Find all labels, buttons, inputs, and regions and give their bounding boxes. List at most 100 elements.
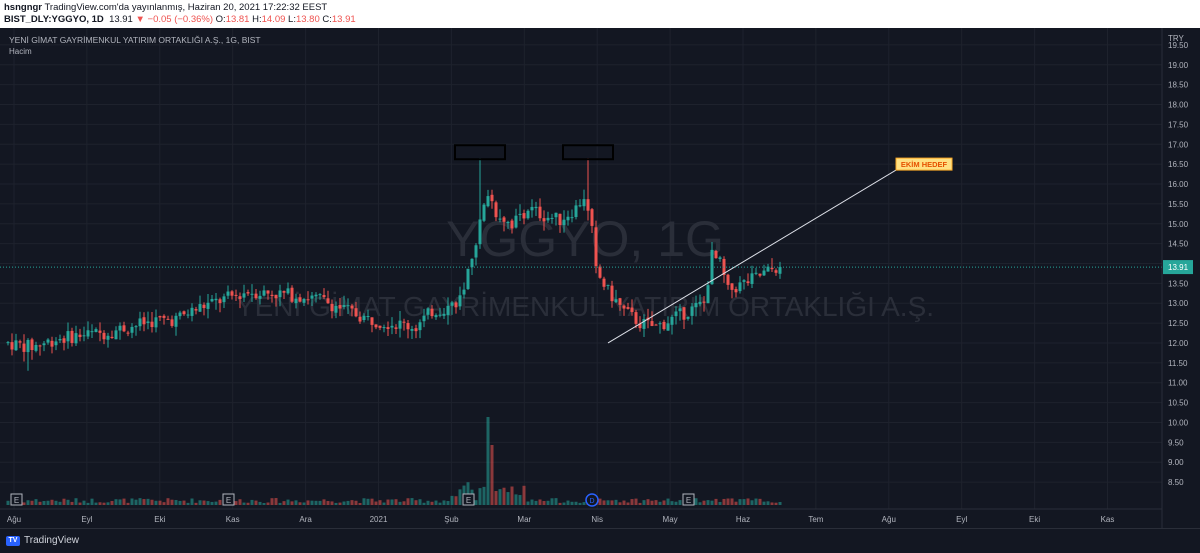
volume-bar — [286, 499, 290, 505]
volume-bar — [498, 489, 502, 505]
volume-bar — [194, 502, 198, 505]
earnings-marker[interactable] — [682, 493, 695, 506]
candle-body — [50, 340, 54, 347]
volume-bar — [366, 498, 370, 505]
time-axis[interactable]: Ağu Eyl Eki Kas Ara 2021 Şub Mar Nis May Haz Tem Ağu… — [0, 508, 1162, 524]
volume-bar — [310, 500, 314, 505]
volume-bar — [490, 445, 494, 505]
event-markers[interactable]: E E E ED — [10, 493, 695, 507]
candles — [6, 158, 782, 371]
volume-bar — [42, 500, 46, 505]
candle-body — [698, 301, 702, 305]
candle-body — [566, 216, 570, 221]
candle-body — [186, 314, 190, 316]
candle-body — [498, 218, 502, 220]
top-box[interactable] — [562, 144, 614, 161]
volume-bar — [430, 501, 434, 505]
candle-body — [294, 298, 298, 304]
volume-bar — [754, 498, 758, 505]
price-tick: 19.00 — [1168, 61, 1189, 70]
symbol-label: BIST_DLY:YGGYO, 1D — [4, 14, 104, 25]
trend-line[interactable] — [607, 169, 897, 344]
candle-body — [434, 315, 438, 318]
price-tick: 11.50 — [1168, 359, 1188, 368]
volume-bar — [550, 498, 554, 505]
candle-body — [346, 305, 350, 307]
candle-body — [366, 316, 370, 318]
volume-bar — [94, 502, 98, 505]
dividend-marker[interactable] — [585, 493, 599, 507]
candle-body — [342, 305, 346, 308]
candle-body — [578, 205, 582, 207]
price-chart[interactable]: YGGYO, 1G YENİ GİMAT GAYRİMENKUL YATIRIM… — [0, 28, 1200, 528]
candle-body — [254, 293, 258, 299]
candle-body — [418, 322, 422, 331]
volume-bar — [146, 498, 150, 505]
volume-bar — [674, 501, 678, 505]
candle-body — [90, 331, 94, 333]
volume-bar — [182, 500, 186, 505]
candle-body — [394, 327, 398, 329]
candle-body — [202, 304, 206, 309]
candle-body — [602, 278, 606, 287]
volume-bar — [450, 495, 454, 505]
candle-body — [274, 294, 278, 299]
volume-bar — [722, 498, 726, 505]
candle-body — [130, 326, 134, 333]
candle-body — [694, 302, 698, 308]
candle-body — [598, 266, 602, 278]
earnings-marker[interactable] — [10, 493, 23, 506]
volume-bar — [382, 502, 386, 505]
volume-bar — [522, 485, 526, 505]
candle-body — [86, 330, 90, 337]
volume-bar — [518, 495, 522, 505]
candle-body — [706, 285, 710, 304]
volume-bar — [210, 501, 214, 505]
volume-bar — [494, 491, 498, 505]
price-axis[interactable]: TRY 19.50 19.00 18.50 18.00 17.50 17.00 16.50 1… — [1161, 28, 1193, 528]
earnings-marker-label: E — [466, 496, 471, 505]
volume-bar — [614, 499, 618, 505]
price-tick: 14.50 — [1168, 240, 1189, 249]
volume-bar — [406, 498, 410, 505]
candle-body — [354, 308, 358, 317]
candle-body — [178, 312, 182, 317]
candle-body — [290, 287, 294, 302]
drawings[interactable]: EKİM HEDEF — [0, 144, 1162, 344]
candle-body — [490, 194, 494, 202]
volume-bar — [678, 500, 682, 505]
volume-bar — [134, 499, 138, 505]
volume-bar — [446, 500, 450, 505]
volume-bar — [434, 500, 438, 505]
candle-body — [426, 308, 430, 315]
volume-bar — [62, 498, 66, 505]
volume-bar — [670, 501, 674, 505]
candle-body — [450, 302, 454, 306]
volume-bar — [638, 502, 642, 505]
chart-area[interactable]: YGGYO, 1G YENİ GİMAT GAYRİMENKUL YATIRIM… — [0, 28, 1200, 528]
candle-body — [150, 321, 154, 328]
open-label: O: — [215, 14, 226, 25]
volume-bar — [698, 502, 702, 505]
top-box[interactable] — [454, 144, 506, 161]
candle-body — [486, 196, 490, 207]
candle-body — [402, 321, 406, 323]
volume-bar — [106, 502, 110, 505]
volume-bar — [98, 502, 102, 505]
volume-bar — [38, 501, 42, 505]
candle-body — [362, 315, 366, 321]
volume-bar — [618, 502, 622, 505]
candle-body — [642, 319, 646, 329]
brand[interactable]: TV TradingView — [6, 535, 79, 546]
volume-bar — [174, 500, 178, 505]
target-label-box[interactable] — [895, 157, 953, 171]
price-tick: 8.50 — [1168, 478, 1184, 487]
candle-body — [442, 313, 446, 316]
time-tick: Kas — [1101, 515, 1115, 524]
earnings-marker[interactable] — [462, 493, 475, 506]
price-tick: 12.50 — [1168, 319, 1189, 328]
volume-bar — [726, 498, 730, 505]
candle-body — [206, 302, 210, 309]
watermark: YGGYO, 1G YENİ GİMAT GAYRİMENKUL YATIRIM… — [236, 211, 934, 322]
earnings-marker[interactable] — [222, 493, 235, 506]
